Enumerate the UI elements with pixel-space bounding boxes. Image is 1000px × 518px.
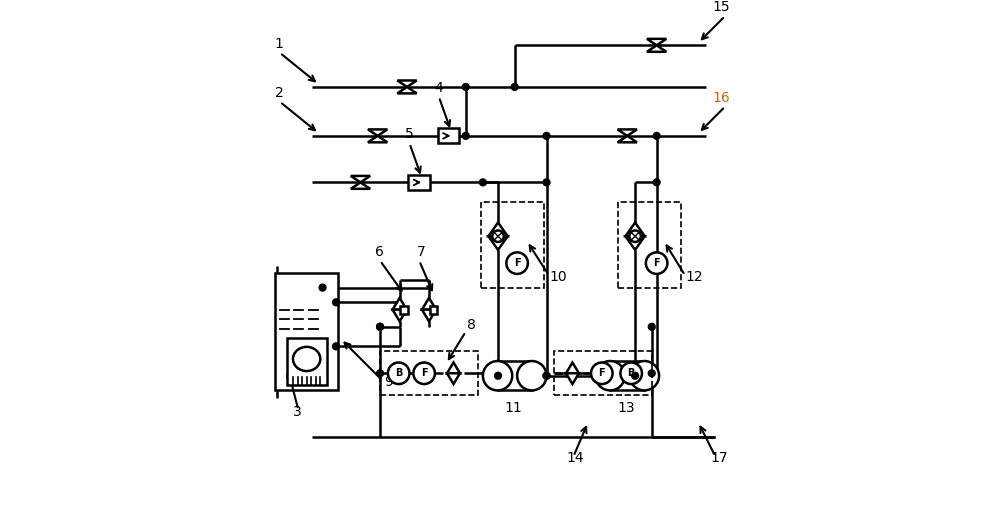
- Polygon shape: [566, 363, 579, 373]
- Bar: [408, 175, 430, 190]
- Circle shape: [319, 284, 326, 291]
- Bar: [498, 361, 532, 391]
- Polygon shape: [351, 176, 370, 182]
- Polygon shape: [447, 363, 460, 373]
- Circle shape: [377, 323, 384, 330]
- Circle shape: [543, 372, 550, 379]
- Circle shape: [506, 252, 528, 274]
- Circle shape: [543, 179, 550, 186]
- Text: F: F: [653, 258, 660, 268]
- Text: 2: 2: [275, 85, 284, 100]
- Bar: [554, 351, 652, 395]
- Polygon shape: [488, 236, 508, 250]
- Bar: [618, 202, 681, 287]
- Circle shape: [479, 179, 486, 186]
- Circle shape: [511, 83, 518, 90]
- Text: 10: 10: [549, 270, 567, 284]
- Text: 6: 6: [375, 245, 384, 259]
- Circle shape: [543, 372, 550, 379]
- Bar: [430, 306, 437, 314]
- Text: 4: 4: [434, 81, 443, 95]
- Polygon shape: [393, 310, 407, 321]
- Text: 16: 16: [713, 91, 731, 105]
- Polygon shape: [488, 223, 508, 236]
- Polygon shape: [393, 298, 407, 310]
- Text: F: F: [514, 258, 520, 268]
- Circle shape: [462, 83, 469, 90]
- Polygon shape: [626, 223, 645, 236]
- Text: 13: 13: [617, 401, 635, 415]
- Circle shape: [413, 363, 435, 384]
- Text: 7: 7: [417, 245, 426, 259]
- Bar: [287, 338, 327, 384]
- Bar: [610, 361, 644, 391]
- Circle shape: [543, 133, 550, 139]
- Text: B: B: [395, 368, 402, 378]
- Bar: [380, 351, 478, 395]
- Polygon shape: [618, 136, 637, 142]
- Text: B: B: [627, 368, 635, 378]
- Text: 3: 3: [292, 406, 301, 420]
- Circle shape: [646, 252, 667, 274]
- Circle shape: [388, 363, 409, 384]
- Circle shape: [595, 361, 625, 391]
- Text: 14: 14: [566, 451, 584, 465]
- Text: 5: 5: [405, 127, 413, 141]
- Circle shape: [377, 370, 384, 377]
- Circle shape: [377, 323, 384, 330]
- Circle shape: [653, 133, 660, 139]
- Circle shape: [653, 179, 660, 186]
- Text: 17: 17: [710, 451, 728, 465]
- Circle shape: [517, 361, 547, 391]
- Polygon shape: [647, 39, 666, 45]
- Bar: [438, 128, 459, 143]
- Circle shape: [495, 372, 501, 379]
- Circle shape: [629, 231, 641, 242]
- Text: 12: 12: [685, 270, 703, 284]
- Polygon shape: [422, 310, 436, 321]
- Text: F: F: [421, 368, 427, 378]
- Polygon shape: [351, 182, 370, 189]
- Polygon shape: [647, 45, 666, 52]
- Polygon shape: [447, 373, 460, 384]
- Circle shape: [591, 363, 613, 384]
- Polygon shape: [397, 80, 417, 87]
- Text: 8: 8: [467, 318, 476, 332]
- Text: F: F: [598, 368, 605, 378]
- Circle shape: [462, 133, 469, 139]
- Polygon shape: [618, 130, 637, 136]
- Text: 15: 15: [713, 0, 731, 14]
- Circle shape: [492, 231, 504, 242]
- Circle shape: [648, 323, 655, 330]
- Text: 9: 9: [384, 375, 393, 388]
- Circle shape: [483, 361, 512, 391]
- Bar: [400, 306, 408, 314]
- Polygon shape: [566, 373, 579, 384]
- Polygon shape: [368, 136, 387, 142]
- Bar: [275, 273, 338, 391]
- Circle shape: [648, 370, 655, 377]
- Polygon shape: [626, 236, 645, 250]
- Polygon shape: [397, 87, 417, 93]
- Circle shape: [333, 299, 339, 306]
- Polygon shape: [368, 130, 387, 136]
- Circle shape: [630, 361, 659, 391]
- Text: 1: 1: [275, 37, 284, 51]
- Polygon shape: [422, 298, 436, 310]
- Circle shape: [333, 343, 339, 350]
- Bar: [481, 202, 544, 287]
- Circle shape: [632, 372, 639, 379]
- Circle shape: [620, 363, 642, 384]
- Text: 11: 11: [505, 401, 523, 415]
